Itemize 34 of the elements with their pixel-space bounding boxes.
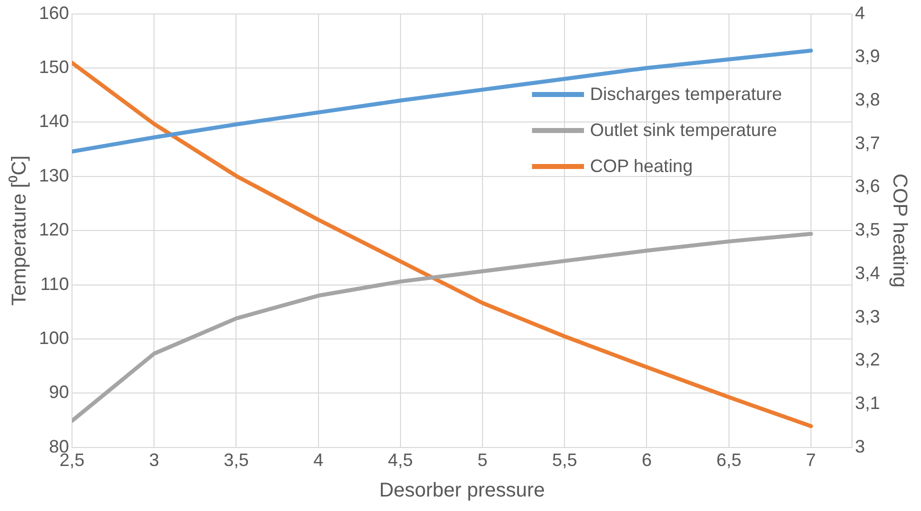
y2-tick-label: 3,5 — [854, 220, 880, 240]
x-tick-label: 6,5 — [716, 450, 742, 470]
y-tick-label: 130 — [38, 165, 70, 186]
y2-tick-label: 3,4 — [854, 262, 880, 283]
legend-label: Discharges temperature — [590, 84, 782, 105]
x-tick-label: 5,5 — [552, 450, 578, 470]
y-tick-label: 150 — [38, 56, 70, 77]
x-tick-label: 7 — [806, 450, 816, 470]
y2-axis-title: COP heating — [888, 174, 910, 288]
y2-tick-label: 3,8 — [854, 89, 880, 110]
legend-label: Outlet sink temperature — [590, 120, 778, 141]
x-tick-label: 4 — [313, 450, 324, 470]
y2-tick-label: 3 — [854, 436, 865, 456]
x-tick-label: 4,5 — [388, 450, 413, 470]
y2-tick-label: 3,9 — [854, 46, 880, 66]
y-tick-label: 100 — [38, 328, 70, 348]
x-tick-label: 5 — [478, 450, 488, 470]
y2-tick-label: 3,7 — [854, 132, 880, 153]
y2-tick-label: 3,2 — [854, 350, 880, 370]
y-tick-label: 120 — [38, 220, 70, 240]
y-tick-label: 160 — [38, 2, 70, 23]
x-tick-label: 3,5 — [224, 450, 249, 470]
y2-tick-label: 3,6 — [854, 176, 880, 196]
y2-tick-label: 3,3 — [854, 306, 880, 326]
x-tick-label: 3 — [149, 450, 160, 470]
y-tick-label: 90 — [49, 382, 70, 402]
x-tick-label: 6 — [642, 450, 652, 470]
y-axis-title: Temperature [⁰C] — [8, 155, 31, 306]
y-tick-label: 140 — [38, 111, 70, 132]
legend-label: COP heating — [590, 156, 693, 177]
x-axis-title: Desorber pressure — [379, 480, 545, 502]
y2-tick-label: 3,1 — [854, 393, 880, 414]
y2-tick-label: 4 — [854, 2, 865, 23]
y-tick-label: 110 — [40, 274, 70, 294]
